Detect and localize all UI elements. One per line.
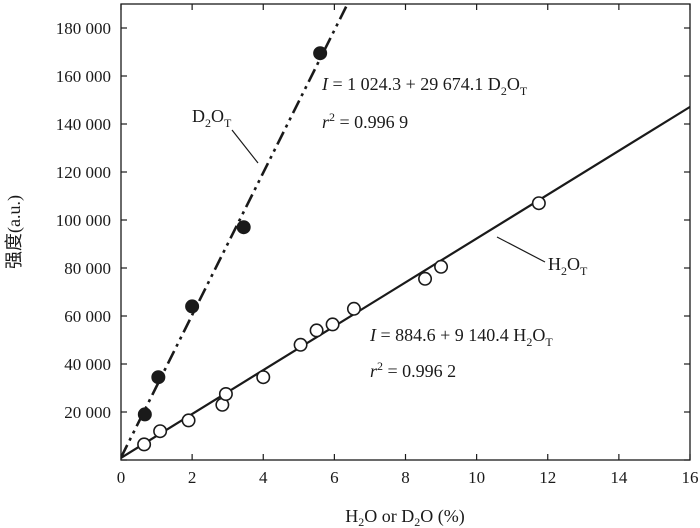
h2o-data-point	[153, 424, 168, 439]
h2o-data-point	[218, 386, 233, 401]
fit-line	[121, 4, 349, 459]
fit-lines	[121, 4, 690, 459]
y-tick-label: 20 000	[64, 403, 111, 422]
axis-ticks: 0 2 4 6 8 10 12 14 16 20 000 40 000 60 000 80 000 100…	[56, 4, 699, 487]
h2o-label-leader	[496, 236, 546, 263]
h2o-data-point	[256, 370, 271, 385]
y-axis-title: 强度(a.u.)	[4, 195, 25, 269]
h2o-data-point	[181, 413, 196, 428]
data-points	[137, 46, 546, 452]
x-tick-label: 14	[610, 468, 628, 487]
d2o-data-point	[313, 46, 328, 61]
x-tick-label: 12	[539, 468, 556, 487]
h2o-data-point	[309, 323, 324, 338]
d2o-r-squared: r2 = 0.996 9	[322, 110, 408, 132]
d2o-series-label: D2OT	[192, 106, 232, 130]
h2o-series-label: H2OT	[548, 254, 588, 278]
y-tick-label: 40 000	[64, 355, 111, 374]
plot-frame	[120, 3, 691, 461]
x-tick-label: 4	[259, 468, 268, 487]
fit-line	[121, 105, 690, 459]
y-tick-label: 80 000	[64, 259, 111, 278]
d2o-fit-equation: I = 1 024.3 + 29 674.1 D2OT	[321, 74, 528, 98]
h2o-data-point	[346, 301, 361, 316]
x-tick-label: 16	[682, 468, 699, 487]
x-tick-label: 8	[401, 468, 410, 487]
x-tick-label: 6	[330, 468, 339, 487]
h2o-data-point	[293, 337, 308, 352]
y-tick-label: 180 000	[56, 19, 111, 38]
y-tick-label: 140 000	[56, 115, 111, 134]
h2o-data-point	[434, 259, 449, 274]
y-tick-label: 120 000	[56, 163, 111, 182]
x-axis-title: H2O or D2O (%)	[345, 506, 464, 528]
y-tick-label: 160 000	[56, 67, 111, 86]
d2o-label-leader	[231, 129, 259, 164]
d2o-data-point	[151, 370, 166, 385]
d2o-data-point	[137, 407, 152, 422]
y-tick-label: 100 000	[56, 211, 111, 230]
h2o-data-point	[418, 271, 433, 286]
x-tick-label: 10	[468, 468, 485, 487]
d2o-data-point	[185, 299, 200, 314]
h2o-data-point	[531, 196, 546, 211]
plot-area	[120, 3, 691, 461]
h2o-r-squared: r2 = 0.996 2	[370, 359, 456, 381]
h2o-data-point	[325, 317, 340, 332]
h2o-data-point	[137, 437, 152, 452]
x-tick-label: 0	[117, 468, 126, 487]
d2o-data-point	[236, 220, 251, 235]
y-tick-label: 60 000	[64, 307, 111, 326]
h2o-fit-equation: I = 884.6 + 9 140.4 H2OT	[369, 325, 553, 349]
x-tick-label: 2	[188, 468, 197, 487]
